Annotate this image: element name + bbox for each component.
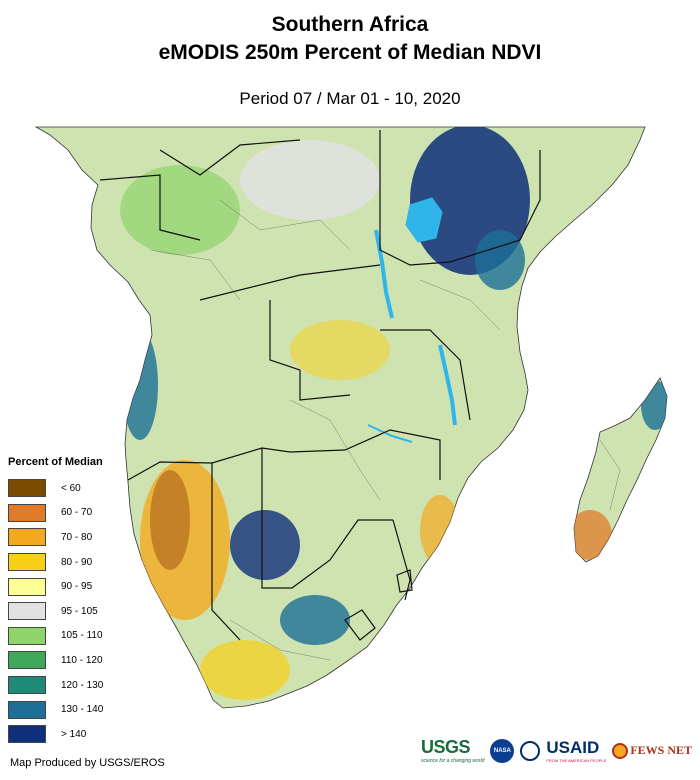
legend-swatch (8, 602, 46, 621)
legend-label: > 140 (61, 728, 87, 740)
admin-line (289, 399, 381, 501)
ndvi-patch-yellow-moz (420, 495, 460, 565)
map-subtitle: Period 07 / Mar 01 - 10, 2020 (239, 89, 461, 108)
legend-swatch (8, 528, 46, 547)
legend-item: 60 - 70 (8, 501, 158, 526)
admin-boundaries (149, 199, 621, 661)
map-title-line1: Southern Africa (271, 13, 429, 36)
border-line (519, 150, 541, 241)
map-title-line2: eMODIS 250m Percent of Median NDVI (158, 41, 542, 64)
legend-swatch (8, 700, 46, 719)
lake-victoria (405, 197, 443, 243)
legend-swatch (8, 479, 46, 498)
legend-label: 80 - 90 (61, 556, 93, 568)
ndvi-patch-grey-north (240, 140, 380, 220)
legend-item: 95 - 105 (8, 599, 158, 624)
lake-kariba (367, 424, 413, 443)
legend-swatch (8, 651, 46, 670)
border-line (159, 139, 301, 176)
ndvi-patch-blue-kalahari (230, 510, 300, 580)
legend: Percent of Median < 60 60 - 70 70 - 80 80 -… (8, 456, 158, 747)
usaid-seal-icon (520, 740, 541, 761)
legend-item: 105 - 110 (8, 624, 158, 649)
ndvi-patch-yellow-zambia (290, 320, 390, 380)
ndvi-patch-blue-south (280, 595, 350, 645)
lake-malawi (438, 344, 457, 426)
border-line (289, 429, 441, 480)
usaid-wordmark: USAID (546, 738, 600, 757)
ndvi-patch-brown-namibia (150, 470, 190, 570)
legend-items: < 60 60 - 70 70 - 80 80 - 90 90 - 95 95 - 105… (8, 476, 158, 747)
ndvi-patch-blue-east (475, 230, 525, 290)
legend-label: < 60 (61, 482, 81, 494)
fewsnet-sun-icon (612, 742, 629, 759)
legend-swatch (8, 577, 46, 596)
ndvi-anomaly-patches (120, 127, 530, 700)
legend-swatch (8, 725, 46, 744)
nasa-wordmark: NASA (493, 747, 511, 754)
border-line (199, 264, 381, 301)
border-line (344, 609, 376, 641)
usaid-logo: USAID FROM THE AMERICAN PEOPLE (546, 738, 606, 763)
legend-item: 90 - 95 (8, 574, 158, 599)
usgs-logo: USGS science for a changing world (421, 737, 484, 764)
legend-label: 110 - 120 (61, 654, 103, 666)
ndvi-patch-green-west (120, 165, 240, 255)
nasa-logo: NASA (490, 738, 515, 763)
country-borders (99, 130, 541, 641)
border-line (380, 329, 471, 421)
usgs-tagline: science for a changing world (421, 758, 485, 764)
ndvi-patch-yellow-cape (200, 640, 290, 700)
border-line (269, 300, 351, 401)
admin-line (419, 279, 501, 331)
admin-line (219, 199, 351, 251)
usgs-wordmark: USGS (421, 737, 471, 757)
legend-label: 130 - 140 (61, 704, 104, 716)
legend-label: 120 - 130 (61, 679, 104, 691)
credit-text: Map Produced by USGS/EROS (10, 757, 165, 769)
water-bodies (367, 197, 457, 443)
legend-item: < 60 (8, 476, 158, 501)
border-line (396, 569, 413, 593)
legend-item: 130 - 140 (8, 697, 158, 722)
legend-swatch (8, 676, 46, 695)
legend-item: > 140 (8, 722, 158, 747)
border-line (392, 519, 411, 601)
legend-item: 110 - 120 (8, 648, 158, 673)
legend-swatch (8, 503, 46, 522)
lake-tanganyika (374, 229, 394, 319)
border-line (261, 448, 393, 589)
fewsnet-wordmark: FEWS NET (630, 743, 692, 757)
legend-label: 105 - 110 (61, 630, 103, 642)
admin-line (229, 619, 331, 661)
ndvi-patch-teal-coast (122, 330, 158, 440)
legend-label: 90 - 95 (61, 581, 93, 593)
fewsnet-logo: FEWS NET (612, 742, 692, 759)
border-line (379, 130, 521, 266)
legend-item: 80 - 90 (8, 550, 158, 575)
border-line (211, 463, 241, 641)
ndvi-patch-orange-mada (574, 510, 612, 560)
admin-line (149, 249, 241, 301)
ndvi-map (34, 126, 668, 709)
partner-logos: USGS science for a changing world NASA U… (421, 737, 692, 764)
legend-label: 95 - 105 (61, 605, 98, 617)
legend-swatch (8, 553, 46, 572)
legend-item: 70 - 80 (8, 525, 158, 550)
legend-item: 120 - 130 (8, 673, 158, 698)
border-line (99, 174, 201, 241)
legend-label: 60 - 70 (61, 507, 93, 519)
legend-label: 70 - 80 (61, 531, 93, 543)
admin-line (599, 439, 621, 511)
usaid-tagline: FROM THE AMERICAN PEOPLE (546, 758, 607, 763)
legend-title: Percent of Median (8, 456, 103, 468)
ndvi-patch-blue-mada (641, 380, 667, 430)
legend-swatch (8, 626, 46, 645)
